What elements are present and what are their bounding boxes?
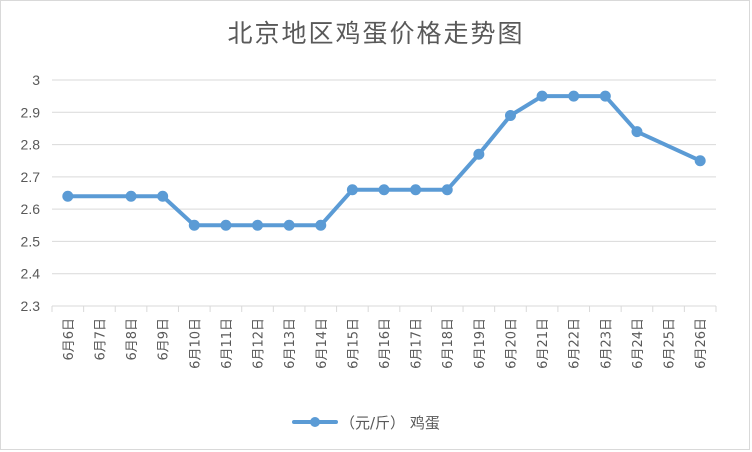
data-point [568,90,580,102]
x-axis [51,305,717,312]
data-point [220,219,232,231]
legend-label: （元/斤） 鸡蛋 [340,414,440,432]
data-point [441,184,453,196]
x-tick-label: 6月13日 [283,318,298,369]
x-tick-label: 6月15日 [346,318,361,369]
data-point [694,155,706,167]
x-tick-label: 6月11日 [220,318,235,369]
x-tick-label: 6月16日 [378,318,393,369]
data-point [473,148,485,160]
data-point [188,219,200,231]
x-tick-label: 6月12日 [252,318,267,369]
x-tick-label: 6月8日 [125,318,140,361]
chart-title: 北京地区鸡蛋价格走势图 [227,19,525,48]
x-tick-label: 6月22日 [568,318,583,369]
data-point [504,110,516,122]
data-point [599,90,611,102]
y-tick-label: 2.8 [21,137,41,153]
data-point [536,90,548,102]
y-tick-label: 3 [32,72,40,88]
y-tick-label: 2.7 [21,169,41,185]
y-tick-label: 2.9 [21,104,41,120]
x-tick-label: 6月23日 [599,318,614,369]
y-tick-label: 2.3 [21,298,41,314]
legend-swatch-marker [310,417,320,427]
data-point [125,190,137,202]
data-point [315,219,327,231]
x-tick-label: 6月26日 [694,318,709,369]
x-tick-label: 6月17日 [410,318,425,369]
data-point [346,184,358,196]
x-tick-label: 6月18日 [441,318,456,369]
x-tick-label: 6月19日 [473,318,488,369]
x-tick-label: 6月6日 [62,318,77,361]
legend: （元/斤） 鸡蛋 [292,414,440,432]
data-point [631,126,643,138]
x-tick-label: 6月10日 [188,318,203,369]
data-point [410,184,422,196]
x-tick-label: 6月9日 [157,318,172,361]
y-tick-label: 2.6 [21,201,41,217]
x-tick-label: 6月7日 [93,318,108,361]
x-tick-label: 6月25日 [663,318,678,369]
y-tick-label: 2.5 [21,233,41,249]
x-axis-ticks: 6月6日 6月7日 6月8日 6月9日 6月10日 6月11日 6月12日 6月13日 6月14… [62,318,709,369]
data-point [283,219,295,231]
series-layer [62,90,706,231]
x-tick-label: 6月24日 [631,318,646,369]
data-point [157,190,169,202]
series-line [65,94,703,228]
data-point [62,190,74,202]
x-tick-label: 6月14日 [315,318,330,369]
y-axis-ticks: 2.3 2.4 2.5 2.6 2.7 2.8 2.9 3 [21,72,41,314]
y-tick-label: 2.4 [21,266,41,282]
gridlines [52,79,716,275]
data-point [378,184,390,196]
data-point [252,219,264,231]
x-tick-label: 6月21日 [536,318,551,369]
x-tick-label: 6月20日 [504,318,519,369]
